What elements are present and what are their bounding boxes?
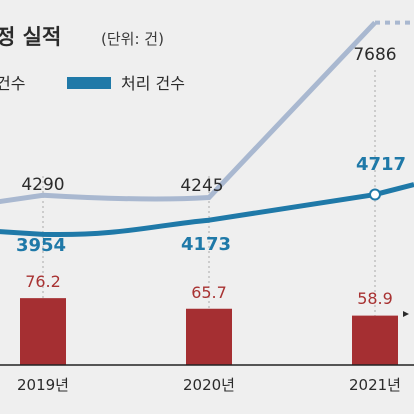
- labels-rate: 76.2 65.7 58.9: [25, 272, 393, 308]
- legend-label-received: 건수: [0, 74, 25, 93]
- line-processed: [0, 192, 376, 238]
- legend: 건수 처리 건수: [0, 74, 185, 93]
- x-tick-2019: 2019년: [17, 376, 69, 394]
- chart-title: 정 실적: [0, 25, 61, 49]
- line-received: [0, 20, 377, 205]
- x-tick-2021: 2021년: [349, 376, 401, 394]
- label-rate-2021: 58.9: [357, 289, 393, 308]
- label-received-2020: 4245: [180, 176, 223, 196]
- x-tick-labels: 2019년 2020년 2021년: [17, 376, 401, 394]
- label-processed-2020: 4173: [181, 234, 231, 255]
- label-rate-2020: 65.7: [191, 283, 227, 302]
- label-rate-2019: 76.2: [25, 272, 61, 291]
- label-received-2021: 7686: [353, 45, 396, 65]
- label-processed-2019: 3954: [16, 235, 66, 256]
- legend-swatch-processed: [67, 77, 111, 89]
- label-received-2019: 4290: [21, 175, 64, 195]
- bars: [20, 298, 398, 365]
- bar-pointer: [403, 311, 409, 317]
- label-processed-2021: 4717: [356, 154, 406, 175]
- bar-rate-2019년: [20, 298, 66, 365]
- marker-processed-2021: [369, 188, 381, 201]
- legend-label-processed: 처리 건수: [121, 74, 185, 93]
- bar-rate-2020년: [186, 308, 232, 365]
- line-processed-continuation: [374, 182, 414, 197]
- x-tick-2020: 2020년: [183, 376, 235, 394]
- labels-processed: 3954 4173 4717: [16, 154, 406, 256]
- chart-unit-note: (단위: 건): [101, 30, 164, 48]
- labels-received: 4290 4245 7686: [21, 45, 396, 196]
- bar-rate-2021년: [352, 315, 398, 365]
